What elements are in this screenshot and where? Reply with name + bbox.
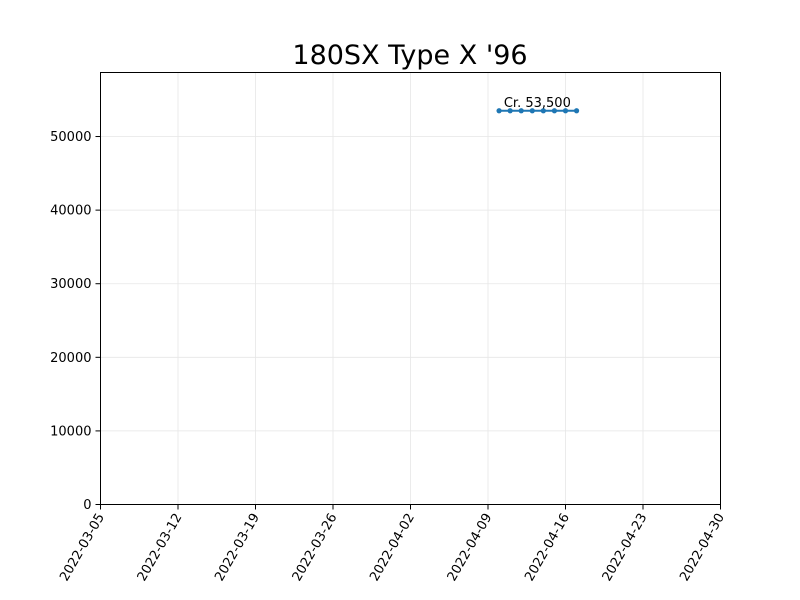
y-tick-label: 0 (83, 498, 91, 513)
data-point (551, 108, 558, 114)
plot-frame (100, 72, 721, 505)
y-tick-label: 30000 (50, 277, 91, 292)
data-point (562, 108, 569, 114)
data-point (496, 108, 502, 114)
data-point (540, 108, 546, 114)
series-layer (496, 108, 580, 114)
data-point (529, 108, 535, 114)
data-point (507, 108, 513, 114)
data-point (518, 108, 524, 114)
chart-title: 180SX Type X '96 (292, 40, 527, 71)
y-tick-label: 40000 (50, 204, 91, 219)
y-tick-label: 50000 (50, 130, 91, 145)
y-tick-label: 20000 (50, 351, 91, 366)
grid (100, 72, 721, 505)
annotations: Cr. 53,500 (504, 96, 571, 111)
price-annotation: Cr. 53,500 (504, 96, 571, 111)
y-tick-label: 10000 (50, 424, 91, 439)
data-point (573, 108, 580, 114)
